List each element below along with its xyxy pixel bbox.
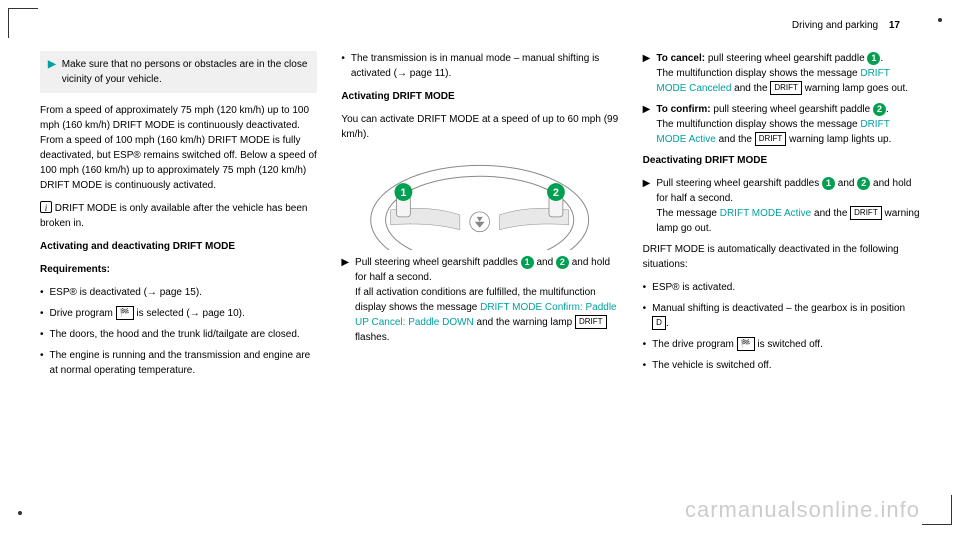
list-item: •ESP® is activated. bbox=[643, 280, 920, 295]
info-note: i DRIFT MODE is only available after the… bbox=[40, 201, 317, 231]
crop-mark-bl bbox=[8, 495, 38, 525]
column-2: •The transmission is in manual mode – ma… bbox=[341, 51, 618, 386]
content-columns: ▶ Make sure that no persons or obstacles… bbox=[40, 51, 920, 386]
info-icon: i bbox=[40, 201, 52, 213]
step-arrow-icon: ▶ bbox=[341, 255, 349, 345]
subheading: Deactivating DRIFT MODE bbox=[643, 153, 920, 168]
step-text: To cancel: pull steering wheel gearshift… bbox=[656, 51, 920, 96]
body-text: DRIFT MODE is automatically deactivated … bbox=[643, 242, 920, 272]
manual-page: Driving and parking 17 ▶ Make sure that … bbox=[0, 0, 960, 533]
crop-mark-tr bbox=[922, 8, 952, 38]
step-item: ▶ To confirm: pull steering wheel gearsh… bbox=[643, 102, 920, 147]
requirements-list: •ESP® is deactivated (→ page 15). •Drive… bbox=[40, 285, 317, 378]
step-item: ▶ Pull steering wheel gearshift paddles … bbox=[341, 255, 618, 345]
list-item: •The doors, the hood and the trunk lid/t… bbox=[40, 327, 317, 342]
item-text: The vehicle is switched off. bbox=[652, 358, 771, 373]
req-text: ESP® is deactivated (→ page 15). bbox=[50, 285, 202, 300]
situations-list: •ESP® is activated. •Manual shifting is … bbox=[643, 280, 920, 373]
warning-note: ▶ Make sure that no persons or obstacles… bbox=[40, 51, 317, 93]
section-title: Driving and parking bbox=[792, 20, 878, 31]
svg-text:1: 1 bbox=[401, 187, 407, 199]
step-arrow-icon: ▶ bbox=[643, 102, 651, 147]
requirements-heading: Requirements: bbox=[40, 262, 317, 277]
flag-icon: 🏁 bbox=[737, 337, 755, 351]
drift-lamp-icon: DRIFT bbox=[770, 81, 802, 95]
body-text: From a speed of approximately 75 mph (12… bbox=[40, 103, 317, 193]
gear-d-icon: D bbox=[652, 316, 666, 330]
callout-1-icon: 1 bbox=[867, 52, 880, 65]
drift-lamp-icon: DRIFT bbox=[755, 132, 787, 146]
list-item: •ESP® is deactivated (→ page 15). bbox=[40, 285, 317, 300]
note-arrow-icon: ▶ bbox=[48, 57, 56, 87]
list-item: •Manual shifting is deactivated – the ge… bbox=[643, 301, 920, 331]
step-item: ▶ Pull steering wheel gearshift paddles … bbox=[643, 176, 920, 236]
continued-list: •The transmission is in manual mode – ma… bbox=[341, 51, 618, 81]
drift-lamp-icon: DRIFT bbox=[575, 315, 607, 329]
item-text: ESP® is activated. bbox=[652, 280, 735, 295]
req-text: Drive program 🏁 is selected (→ page 10). bbox=[50, 306, 245, 321]
list-item: •The drive program 🏁 is switched off. bbox=[643, 337, 920, 352]
note-text: Make sure that no persons or obstacles a… bbox=[62, 57, 310, 87]
req-text: The engine is running and the transmissi… bbox=[50, 348, 318, 378]
page-header: Driving and parking 17 bbox=[40, 20, 900, 31]
step-item: ▶ To cancel: pull steering wheel gearshi… bbox=[643, 51, 920, 96]
callout-1-icon: 1 bbox=[822, 177, 835, 190]
crop-mark-br bbox=[922, 495, 952, 525]
callout-2-icon: 2 bbox=[873, 103, 886, 116]
step-text: Pull steering wheel gearshift paddles 1 … bbox=[355, 255, 619, 345]
list-item: •The transmission is in manual mode – ma… bbox=[341, 51, 618, 81]
drift-lamp-icon: DRIFT bbox=[850, 206, 882, 220]
svg-text:2: 2 bbox=[553, 187, 559, 199]
item-text: Manual shifting is deactivated – the gea… bbox=[652, 301, 920, 331]
display-message: DRIFT MODE Active bbox=[720, 208, 812, 219]
crop-mark-tl bbox=[8, 8, 38, 38]
page-number: 17 bbox=[889, 20, 900, 31]
req-text: The transmission is in manual mode – man… bbox=[351, 51, 619, 81]
column-3: ▶ To cancel: pull steering wheel gearshi… bbox=[643, 51, 920, 386]
flag-icon: 🏁 bbox=[116, 306, 134, 320]
subheading: Activating and deactivating DRIFT MODE bbox=[40, 239, 317, 254]
list-item: •Drive program 🏁 is selected (→ page 10)… bbox=[40, 306, 317, 321]
watermark: carmanualsonline.info bbox=[685, 497, 920, 523]
step-arrow-icon: ▶ bbox=[643, 51, 651, 96]
req-text: The doors, the hood and the trunk lid/ta… bbox=[50, 327, 300, 342]
callout-2-icon: 2 bbox=[556, 256, 569, 269]
steering-wheel-diagram: 1 2 bbox=[341, 150, 618, 250]
step-text: Pull steering wheel gearshift paddles 1 … bbox=[656, 176, 920, 236]
subheading: Activating DRIFT MODE bbox=[341, 89, 618, 104]
list-item: •The engine is running and the transmiss… bbox=[40, 348, 317, 378]
step-text: To confirm: pull steering wheel gearshif… bbox=[656, 102, 920, 147]
list-item: •The vehicle is switched off. bbox=[643, 358, 920, 373]
body-text: You can activate DRIFT MODE at a speed o… bbox=[341, 112, 618, 142]
step-arrow-icon: ▶ bbox=[643, 176, 651, 236]
item-text: The drive program 🏁 is switched off. bbox=[652, 337, 823, 352]
callout-2-icon: 2 bbox=[857, 177, 870, 190]
info-text: DRIFT MODE is only available after the v… bbox=[40, 203, 308, 229]
column-1: ▶ Make sure that no persons or obstacles… bbox=[40, 51, 317, 386]
callout-1-icon: 1 bbox=[521, 256, 534, 269]
